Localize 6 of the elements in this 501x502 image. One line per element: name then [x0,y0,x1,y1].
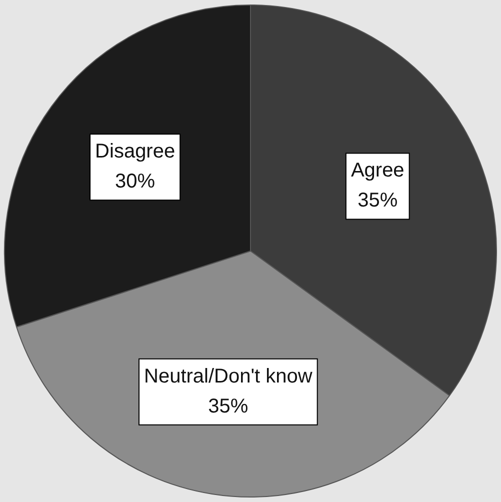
data-label: 35% [358,190,398,212]
slice-label: Disagree [95,140,176,163]
slice-label: Neutral/Don't know [144,365,313,388]
data-label: 35% [208,395,248,418]
data-label: 30% [115,170,156,193]
slice-label: Agree [350,160,404,182]
